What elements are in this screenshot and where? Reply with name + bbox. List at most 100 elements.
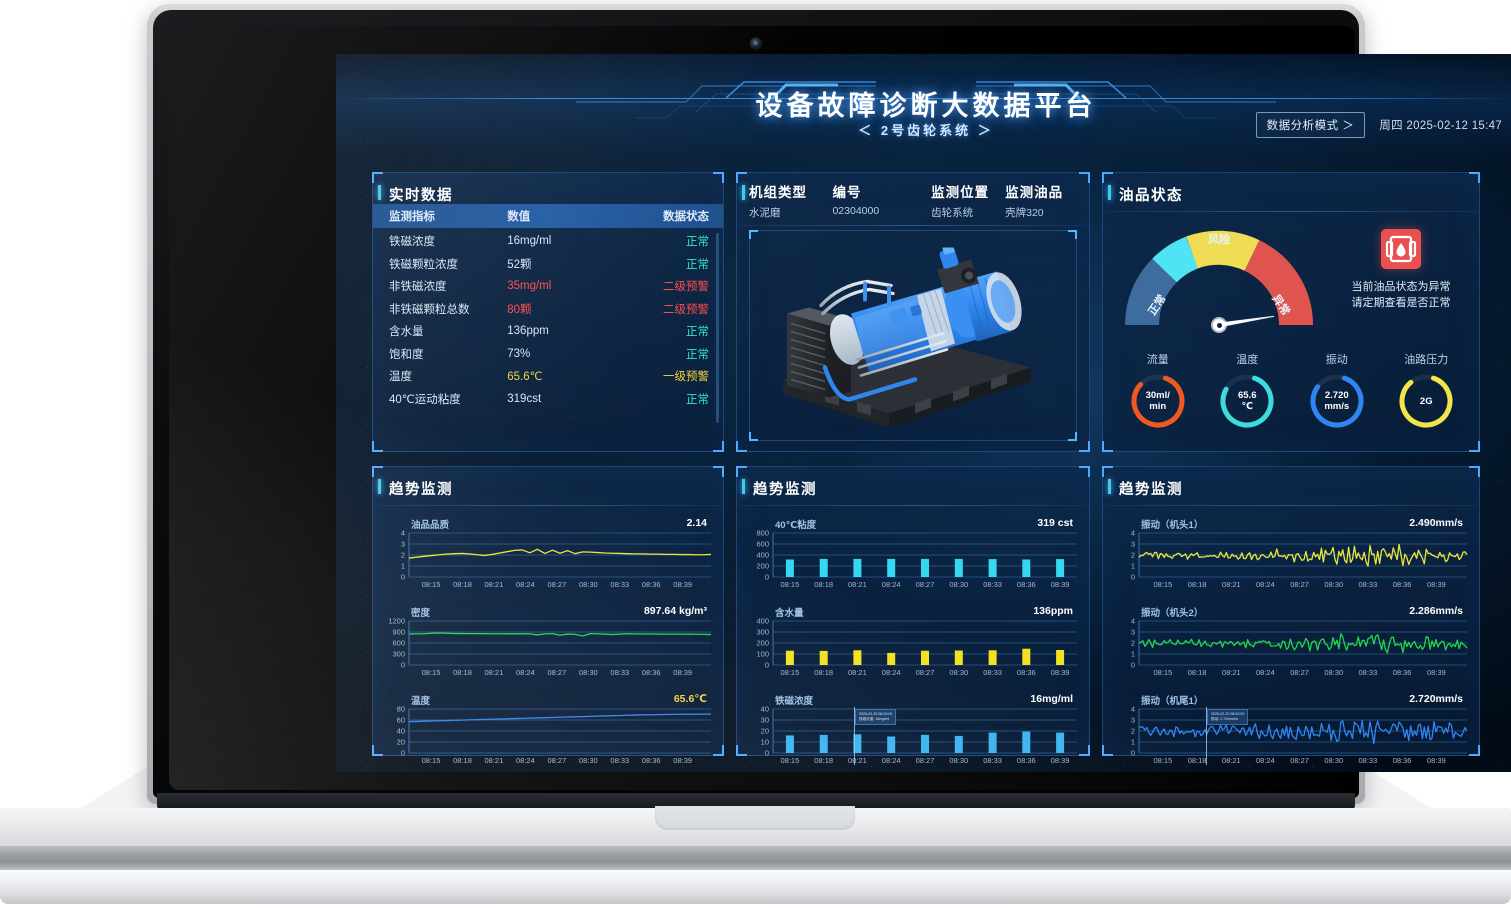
svg-text:08:33: 08:33 (983, 668, 1002, 677)
chart-current-value: 136ppm (1033, 605, 1073, 617)
svg-text:800: 800 (756, 529, 769, 538)
series-line (408, 548, 712, 559)
svg-text:08:39: 08:39 (673, 668, 692, 677)
svg-text:08:36: 08:36 (1017, 580, 1036, 589)
gauge-zone-risk (1186, 230, 1260, 272)
tooltip-line1: 2025-02-20 08:20:00 (859, 712, 893, 716)
header-right-controls: 数据分析模式 ＞ 周四 2025-02-12 15:47 (1255, 112, 1502, 138)
svg-text:08:24: 08:24 (516, 668, 535, 677)
svg-text:08:39: 08:39 (1051, 668, 1070, 677)
tooltip-line1: 2025-02-20 08:20:00 (1211, 712, 1245, 716)
bar (1056, 650, 1065, 665)
data-analysis-mode-button[interactable]: 数据分析模式 ＞ (1255, 112, 1366, 138)
oil-metric: 油路压力 2G (1382, 351, 1472, 429)
tooltip-line2: 铁磁浓度: 16mg/ml (859, 717, 890, 721)
table-row[interactable]: 铁磁浓度 16mg/ml 正常 (373, 230, 723, 253)
oil-metric-value: 2.720 mm/s (1324, 390, 1350, 412)
chart-current-value: 2.286mm/s (1409, 605, 1463, 617)
bar (887, 736, 896, 753)
svg-text:08:18: 08:18 (814, 580, 833, 589)
svg-text:08:27: 08:27 (548, 668, 567, 677)
svg-text:1: 1 (401, 562, 405, 571)
table-row[interactable]: 非铁磁颗粒总数 80颗 二级预警 (373, 298, 723, 321)
tooltip-crosshair (1206, 707, 1207, 765)
svg-text:08:27: 08:27 (1290, 756, 1309, 765)
bar (1056, 732, 1065, 753)
chart-current-value: 16mg/ml (1030, 693, 1073, 705)
bar (819, 650, 828, 665)
cell-value: 136ppm (507, 325, 549, 338)
svg-text:08:15: 08:15 (1154, 580, 1173, 589)
svg-text:08:21: 08:21 (485, 580, 504, 589)
table-row[interactable]: 铁磁颗粒浓度 52颗 正常 (373, 253, 723, 276)
svg-text:400: 400 (756, 617, 769, 626)
svg-text:08:30: 08:30 (579, 668, 598, 677)
table-row[interactable]: 含水量 136ppm 正常 (373, 320, 723, 343)
oil-metric-value: 30ml/min (1145, 390, 1170, 412)
machine-info-panel: 机组类型 水泥磨 编号 02304000 监测位置 齿轮系统 监测油品 壳牌320 (736, 172, 1090, 452)
svg-text:08:15: 08:15 (781, 580, 800, 589)
bar (988, 559, 997, 577)
oil-barrel-icon (1381, 229, 1421, 269)
oil-alert-block: 当前油品状态为异常 请定期查看是否正常 (1331, 229, 1471, 311)
bar (988, 732, 997, 753)
svg-text:300: 300 (392, 650, 405, 659)
machine-field-2: 监测位置 齿轮系统 (931, 181, 1005, 220)
oil-metric-ring: 30ml/min (1130, 373, 1186, 429)
svg-text:600: 600 (392, 639, 405, 648)
svg-text:4: 4 (401, 529, 405, 538)
oil-status-gauge: 正常 风险 异常 (1119, 225, 1319, 343)
trend-panel-right: 趋势监测 振动（机头1） 2.490mm/s 0 1 2 3 4 08:15 08:18 08:2… (1102, 466, 1480, 765)
bar (853, 650, 862, 665)
gauge-zone-normal (1124, 258, 1178, 326)
laptop-hinge (157, 793, 1355, 811)
series-line (408, 713, 712, 723)
bar (1022, 648, 1031, 665)
bar (954, 650, 963, 665)
table-row[interactable]: 40℃运动粘度 319cst 正常 (373, 388, 723, 411)
svg-text:08:36: 08:36 (642, 580, 661, 589)
table-row[interactable]: 温度 65.6℃ 一级预警 (373, 365, 723, 388)
laptop-base-notch (655, 806, 855, 830)
svg-text:08:21: 08:21 (1222, 668, 1241, 677)
svg-text:08:24: 08:24 (882, 580, 901, 589)
svg-text:08:24: 08:24 (882, 756, 901, 765)
series-line (1138, 543, 1468, 567)
bar (785, 735, 794, 753)
machine-field-label: 监测油品 (1005, 185, 1064, 201)
svg-text:08:15: 08:15 (422, 580, 441, 589)
chart-title: 振动（机头2） (1141, 608, 1204, 619)
status-badge: 正常 (686, 393, 709, 406)
bar (954, 558, 963, 577)
svg-text:08:21: 08:21 (848, 756, 867, 765)
svg-text:08:36: 08:36 (642, 668, 661, 677)
svg-text:4: 4 (1131, 529, 1135, 538)
svg-text:3: 3 (1131, 628, 1135, 637)
cell-value: 73% (507, 347, 531, 360)
bar (819, 734, 828, 753)
bar (1022, 559, 1031, 577)
table-row[interactable]: 饱和度 73% 正常 (373, 343, 723, 366)
svg-text:0: 0 (1131, 573, 1135, 582)
machine-field-value: 水泥磨 (749, 207, 781, 219)
cell-indicator: 铁磁浓度 (389, 236, 435, 249)
panel-accent-bar (378, 479, 381, 494)
table-row[interactable]: 非铁磁浓度 35mg/ml 二级预警 (373, 275, 723, 298)
svg-text:08:30: 08:30 (1324, 580, 1343, 589)
machine-field-0: 机组类型 水泥磨 (749, 181, 832, 220)
svg-text:3: 3 (1131, 716, 1135, 725)
svg-text:08:24: 08:24 (1256, 668, 1275, 677)
trend-panel-middle: 趋势监测 40℃粘度 319 cst 0 200 400 600 800 08:15 08:18… (736, 466, 1090, 765)
oil-metric-label: 流量 (1146, 354, 1169, 366)
svg-text:08:36: 08:36 (642, 756, 661, 765)
svg-text:08:36: 08:36 (1393, 580, 1412, 589)
column-header-status: 数据状态 (663, 211, 709, 223)
realtime-data-panel: 实时数据 监测指标 数值 数据状态 铁磁浓度 16mg/ml 正常 铁磁颗粒浓度 52颗… (372, 172, 724, 452)
svg-text:08:27: 08:27 (548, 756, 567, 765)
svg-text:200: 200 (756, 562, 769, 571)
chart-current-value: 319 cst (1037, 517, 1073, 529)
svg-text:20: 20 (397, 738, 405, 747)
svg-text:20: 20 (761, 727, 769, 736)
table-scrollbar[interactable] (716, 233, 719, 423)
bar (1022, 731, 1031, 753)
